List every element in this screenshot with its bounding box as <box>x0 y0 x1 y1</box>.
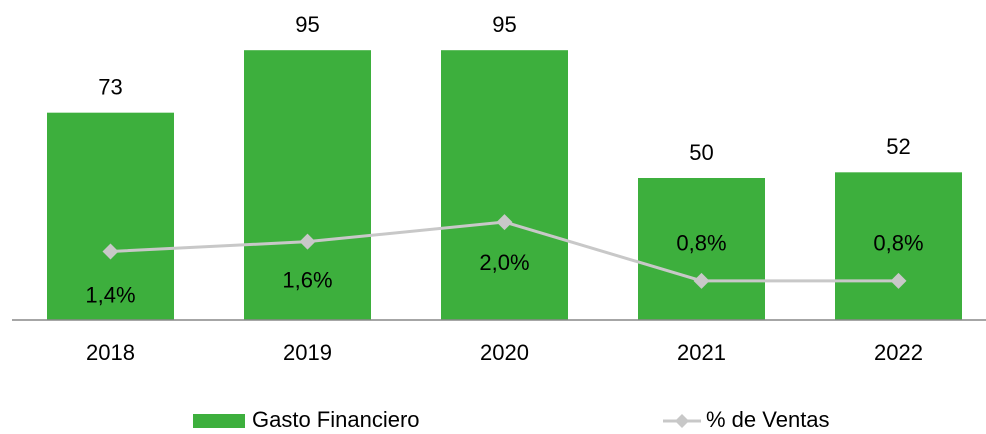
legend-marker <box>675 414 689 428</box>
line-marker <box>102 243 119 260</box>
legend-swatch <box>193 414 245 428</box>
line-marker <box>890 272 907 289</box>
x-tick-label: 2018 <box>86 340 135 365</box>
line-value-label: 1,4% <box>85 282 135 307</box>
x-tick-label: 2020 <box>480 340 529 365</box>
x-tick-label: 2022 <box>874 340 923 365</box>
bar-value-label: 95 <box>295 12 319 37</box>
line-marker <box>693 272 710 289</box>
x-tick-label: 2021 <box>677 340 726 365</box>
bar <box>244 50 371 320</box>
bar <box>638 178 765 320</box>
line-marker <box>299 233 316 250</box>
bar <box>835 172 962 320</box>
bar <box>441 50 568 320</box>
line-value-label: 0,8% <box>873 231 923 256</box>
bar-value-label: 52 <box>886 134 910 159</box>
x-tick-label: 2019 <box>283 340 332 365</box>
line-value-label: 1,6% <box>282 267 332 292</box>
line-marker <box>496 214 513 231</box>
bar-value-label: 95 <box>492 12 516 37</box>
line-value-label: 2,0% <box>479 250 529 275</box>
bar <box>47 112 174 321</box>
bar-value-label: 73 <box>98 74 122 99</box>
legend-label: Gasto Financiero <box>252 407 420 432</box>
legend-label: % de Ventas <box>706 407 830 432</box>
line-value-label: 0,8% <box>676 231 726 256</box>
bar-value-label: 50 <box>689 140 713 165</box>
